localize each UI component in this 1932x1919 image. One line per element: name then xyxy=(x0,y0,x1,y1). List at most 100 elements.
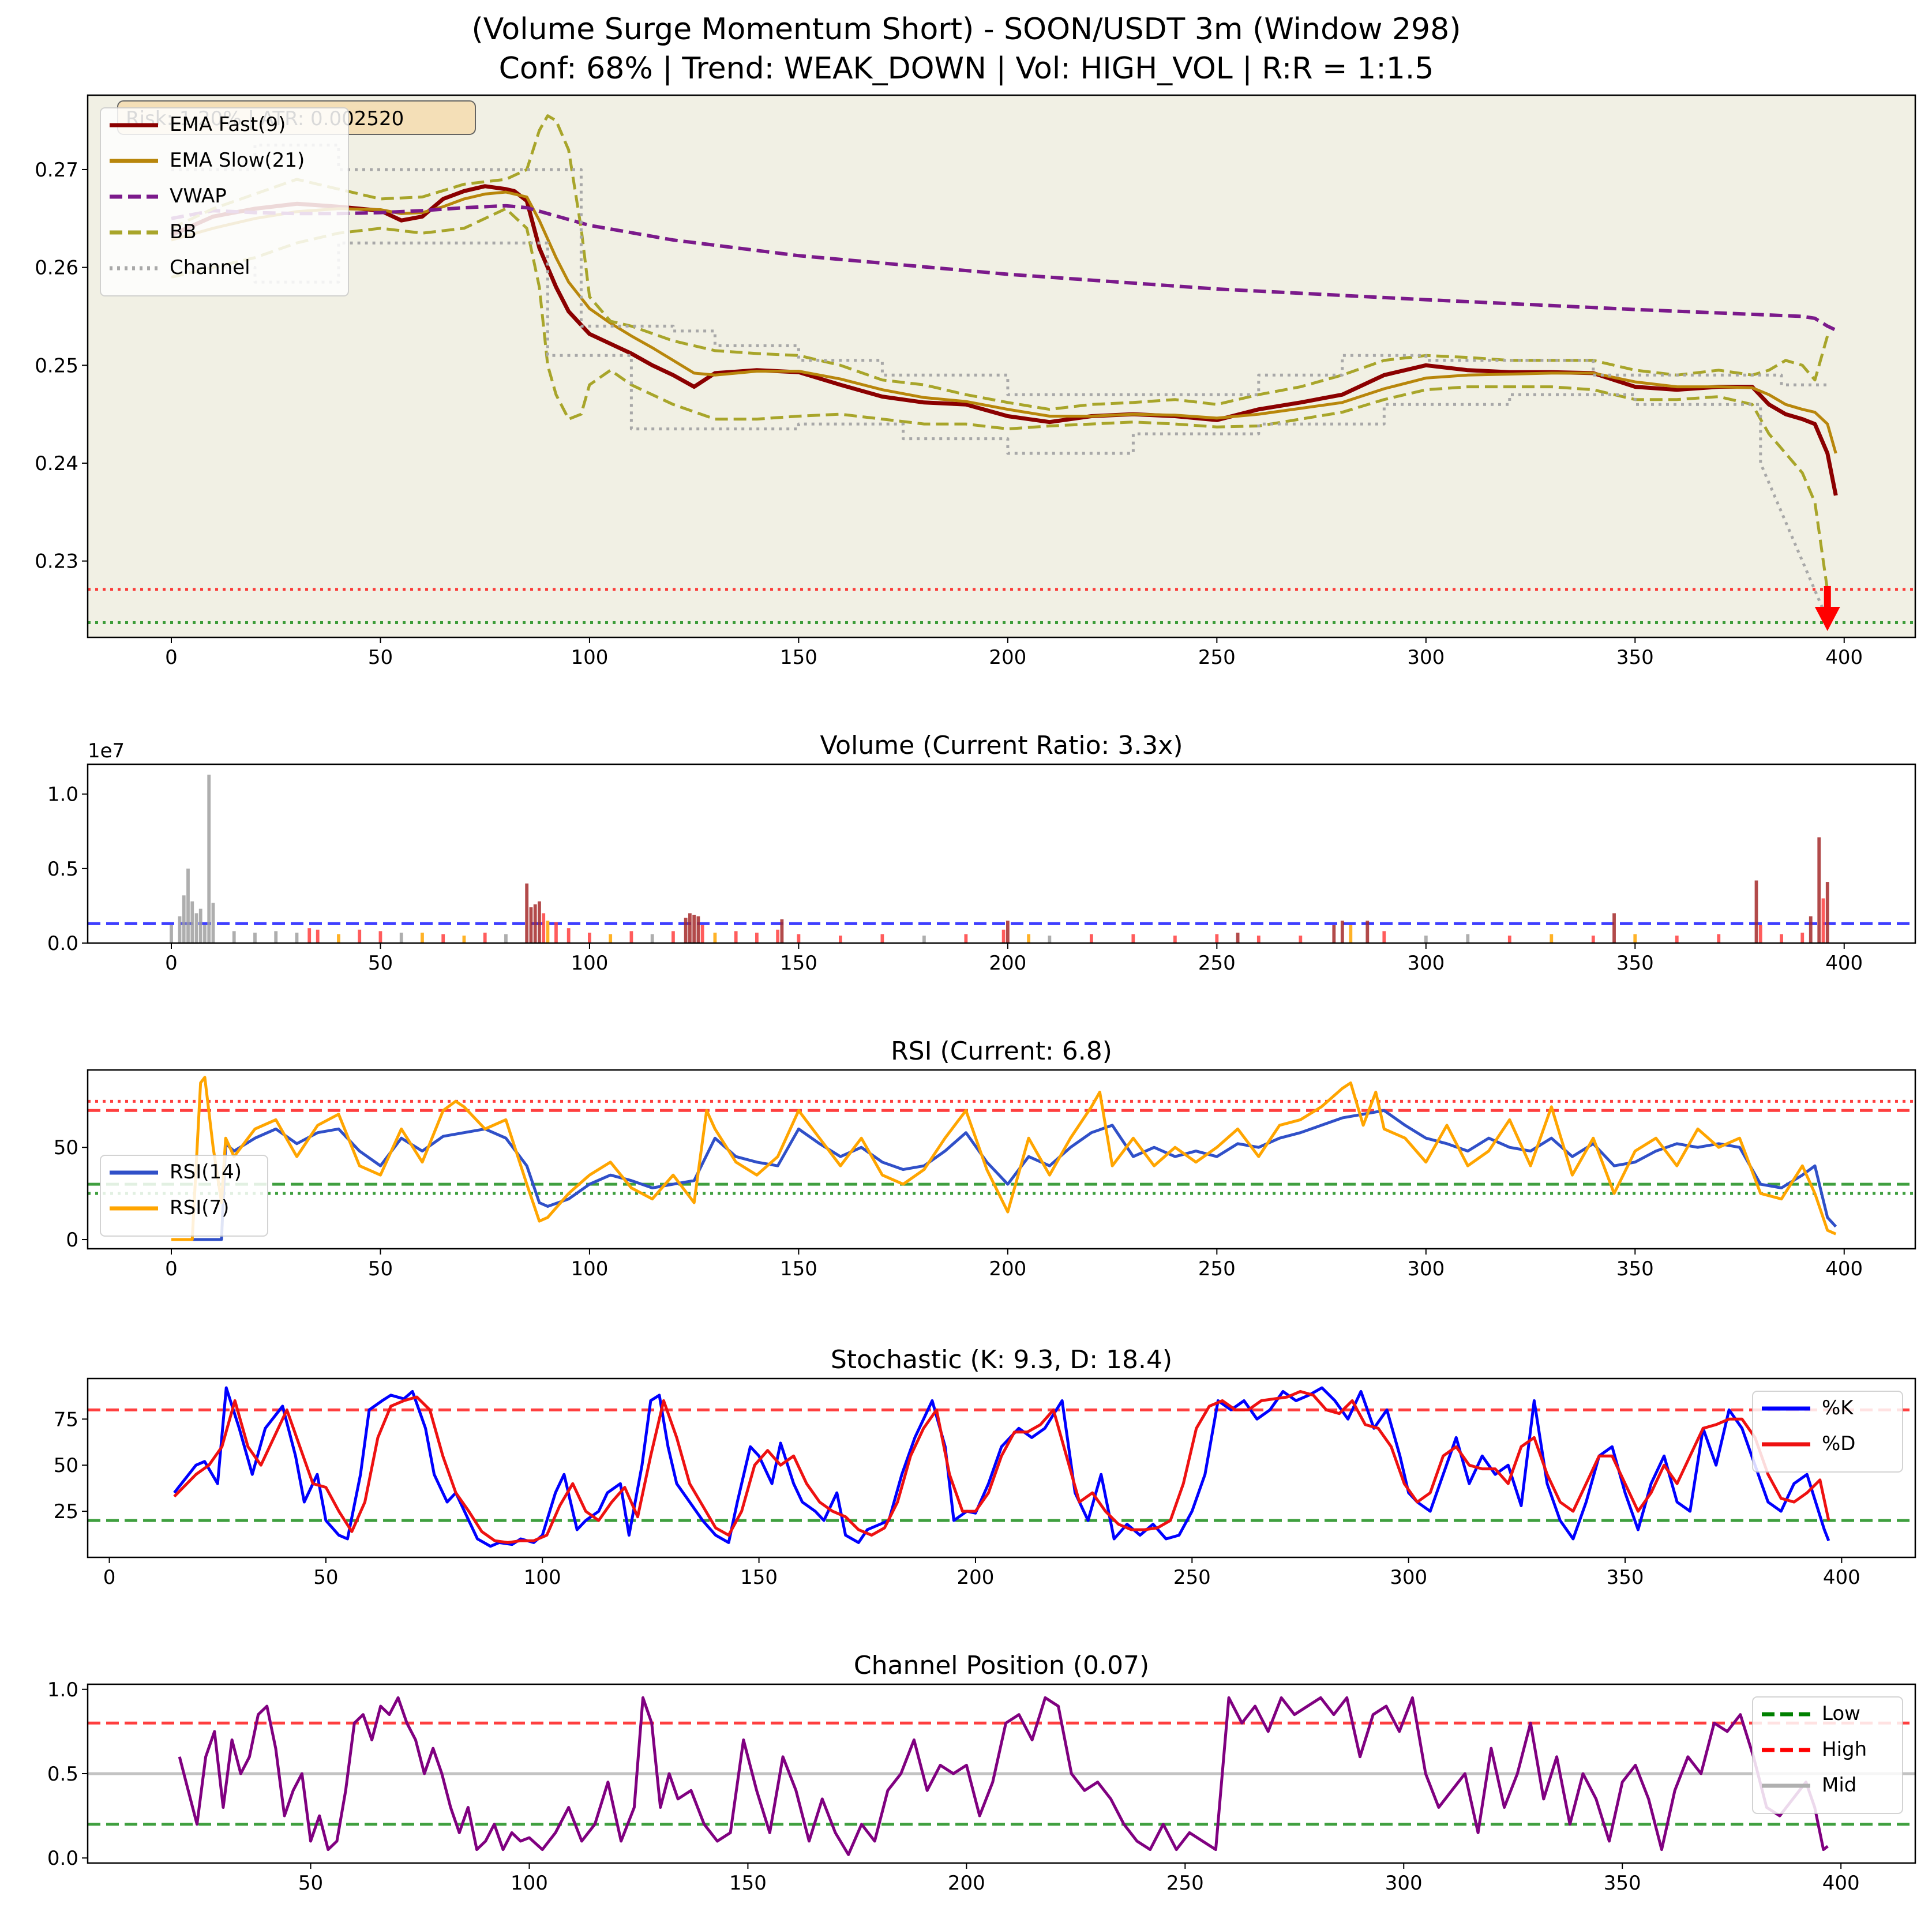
volume-bar xyxy=(337,934,340,943)
y-tick-label: 0.27 xyxy=(35,159,78,182)
volume-bar xyxy=(1006,921,1010,943)
x-tick-label: 150 xyxy=(740,1566,778,1589)
x-tick-label: 100 xyxy=(511,1872,548,1895)
series-line-vwap xyxy=(171,204,1837,332)
volume-bar xyxy=(1466,934,1470,943)
plot-area xyxy=(88,1696,1915,1856)
volume-bar xyxy=(1550,934,1554,943)
x-tick-label: 300 xyxy=(1407,1257,1445,1280)
volume-bar xyxy=(1048,936,1052,943)
volume-bar xyxy=(567,928,571,943)
volume-bar xyxy=(546,921,550,943)
legend: EMA Fast(9) EMA Slow(21) VWAP BB Channel xyxy=(100,107,349,296)
x-tick-label: 300 xyxy=(1385,1872,1423,1895)
panel-volume: Volume (Current Ratio: 3.3x) 0 50 100 150 200… xyxy=(47,731,1916,975)
volume-bar xyxy=(274,931,278,943)
volume-bar xyxy=(797,934,801,943)
y-tick-label: 75 xyxy=(54,1408,78,1431)
legend-box xyxy=(100,107,349,296)
volume-bar xyxy=(776,929,780,943)
plot-area xyxy=(88,775,1915,943)
volume-bar xyxy=(1131,934,1135,943)
x-tick-label: 350 xyxy=(1616,1257,1654,1280)
legend-label: BB xyxy=(170,220,197,243)
x-tick-label: 50 xyxy=(313,1566,338,1589)
plot-background xyxy=(88,95,1915,637)
volume-bar xyxy=(378,931,382,943)
x-tick-label: 50 xyxy=(368,646,393,669)
x-tick-label: 350 xyxy=(1616,646,1654,669)
volume-bar xyxy=(399,932,403,943)
volume-bar xyxy=(1675,936,1679,943)
y-tick-label: 50 xyxy=(54,1454,78,1477)
legend-label: RSI(14) xyxy=(170,1161,242,1184)
legend: %K %D xyxy=(1752,1391,1903,1473)
signal-arrow-shaft xyxy=(1824,585,1831,609)
x-tick-label: 200 xyxy=(989,646,1026,669)
volume-bar xyxy=(1236,932,1240,943)
y-tick-label: 0.26 xyxy=(35,257,78,280)
volume-bar xyxy=(588,932,591,943)
volume-bar xyxy=(358,929,362,943)
x-tick-label: 200 xyxy=(989,1257,1026,1280)
legend-label: Channel xyxy=(170,256,250,279)
y-tick-label: 0 xyxy=(66,1229,78,1252)
volume-bar xyxy=(1780,934,1783,943)
x-tick-label: 400 xyxy=(1822,1872,1860,1895)
volume-bar xyxy=(529,907,533,943)
legend-label: Low xyxy=(1822,1702,1860,1725)
x-tick-label: 200 xyxy=(948,1872,985,1895)
y-tick-label: 0.23 xyxy=(35,550,78,573)
figure-title-line-1: (Volume Surge Momentum Short) - SOON/USD… xyxy=(472,12,1461,47)
x-tick-label: 0 xyxy=(165,952,178,975)
signal-arrow-head xyxy=(1814,606,1840,631)
y-tick-label: 0.25 xyxy=(35,354,78,377)
plot-area xyxy=(88,114,1915,631)
y-tick-label: 0.5 xyxy=(47,858,78,881)
x-tick-label: 0 xyxy=(165,1257,178,1280)
y-tick-label: 0.0 xyxy=(47,1847,78,1870)
x-tick-label: 300 xyxy=(1390,1566,1427,1589)
volume-bar xyxy=(1825,882,1829,943)
x-tick-label: 200 xyxy=(957,1566,995,1589)
volume-bar xyxy=(671,931,675,943)
volume-bar xyxy=(1299,936,1303,943)
x-tick-label: 0 xyxy=(103,1566,116,1589)
x-tick-label: 250 xyxy=(1198,952,1236,975)
x-tick-label: 250 xyxy=(1166,1872,1204,1895)
volume-bar xyxy=(1754,880,1758,943)
x-tick-label: 350 xyxy=(1607,1566,1644,1589)
volume-bar xyxy=(1821,898,1825,943)
volume-bar xyxy=(1633,934,1637,943)
volume-bar xyxy=(542,913,546,943)
y-tick-label: 0.24 xyxy=(35,452,78,475)
x-tick-label: 300 xyxy=(1407,952,1445,975)
panel-title: Stochastic (K: 9.3, D: 18.4) xyxy=(831,1345,1172,1375)
x-tick-label: 300 xyxy=(1407,646,1445,669)
series-line-channel xyxy=(171,241,1829,621)
legend-box xyxy=(100,1155,268,1237)
volume-bar xyxy=(650,934,654,943)
volume-bar xyxy=(186,868,190,943)
volume-bar xyxy=(194,913,198,943)
legend-label: EMA Slow(21) xyxy=(170,149,305,172)
volume-bar xyxy=(755,932,759,943)
volume-bar xyxy=(692,914,696,943)
x-tick-label: 0 xyxy=(165,646,178,669)
axes-frame xyxy=(87,94,1916,639)
plot-area xyxy=(88,1076,1915,1241)
volume-bar xyxy=(1612,913,1616,943)
y-tick-label: 1.0 xyxy=(47,783,78,806)
volume-bar xyxy=(696,916,700,943)
volume-bar xyxy=(462,936,466,943)
volume-bar xyxy=(609,934,613,943)
volume-bar xyxy=(554,922,558,943)
legend-label: %K xyxy=(1822,1396,1854,1419)
series-line-rsi-14- xyxy=(171,1109,1837,1241)
volume-bar xyxy=(1800,932,1805,943)
volume-bar xyxy=(253,932,257,943)
series-line-channel-position xyxy=(178,1696,1829,1856)
volume-bar xyxy=(232,931,236,943)
